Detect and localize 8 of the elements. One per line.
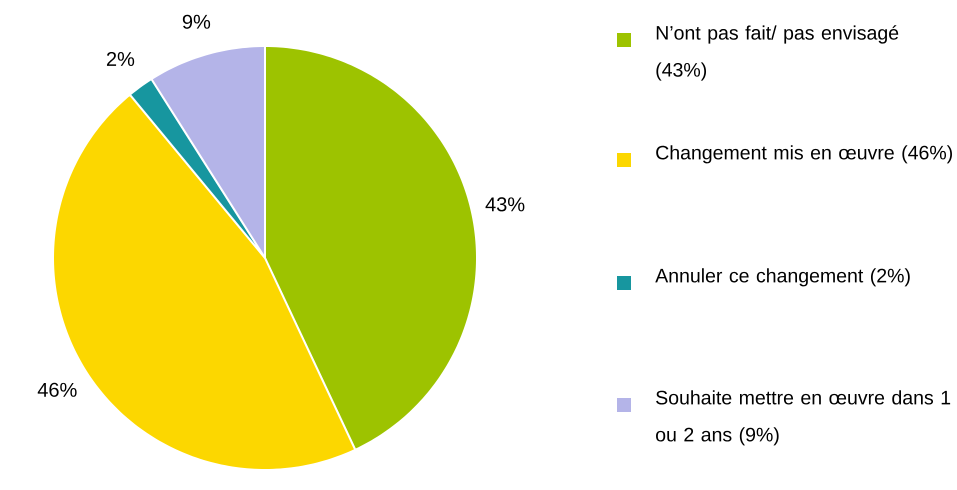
legend-label: Souhaite mettre en œuvre dans 1 ou 2 ans (9%): [656, 390, 950, 446]
data-label: 43%: [486, 197, 524, 212]
legend-label: Annuler ce changement (2%): [655, 268, 910, 286]
legend-label: Changement mis en œuvre (46%): [656, 145, 952, 164]
legend-label: N’ont pas fait/ pas envisagé (43%): [656, 25, 898, 81]
data-label: 2%: [106, 52, 134, 66]
data-label: 9%: [182, 14, 210, 29]
data-label: 46%: [38, 382, 77, 397]
